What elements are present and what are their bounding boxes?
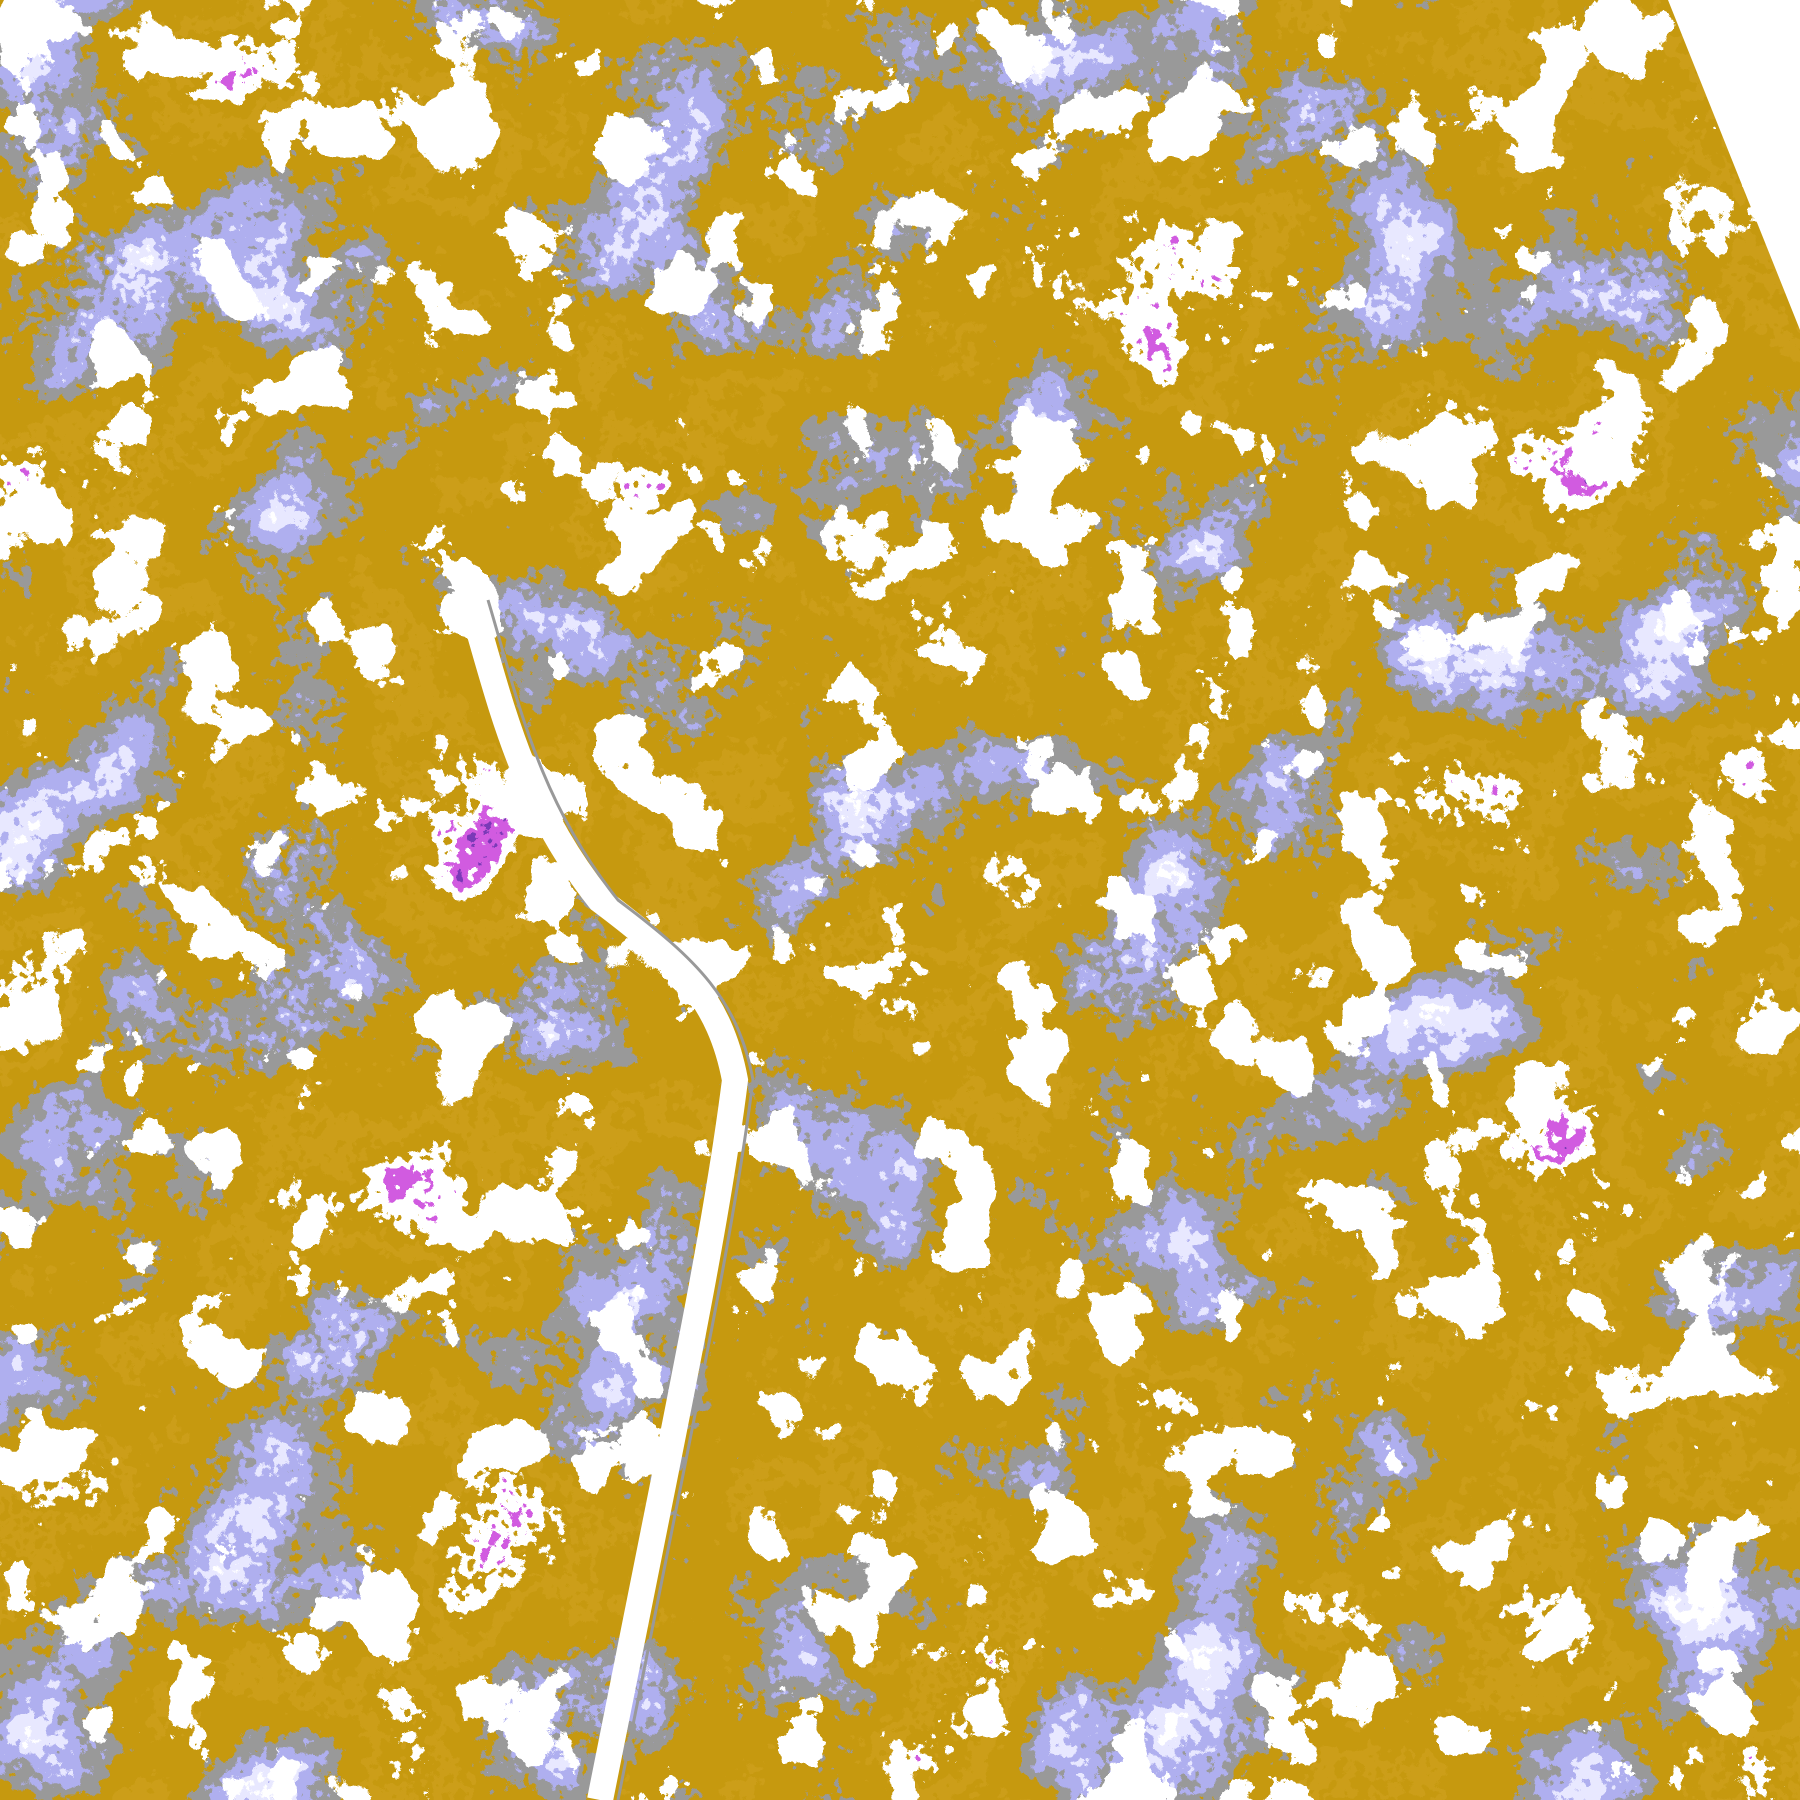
no-data-corner xyxy=(1668,0,1800,330)
coastline xyxy=(486,599,755,1800)
coastline-gap xyxy=(457,596,749,1800)
